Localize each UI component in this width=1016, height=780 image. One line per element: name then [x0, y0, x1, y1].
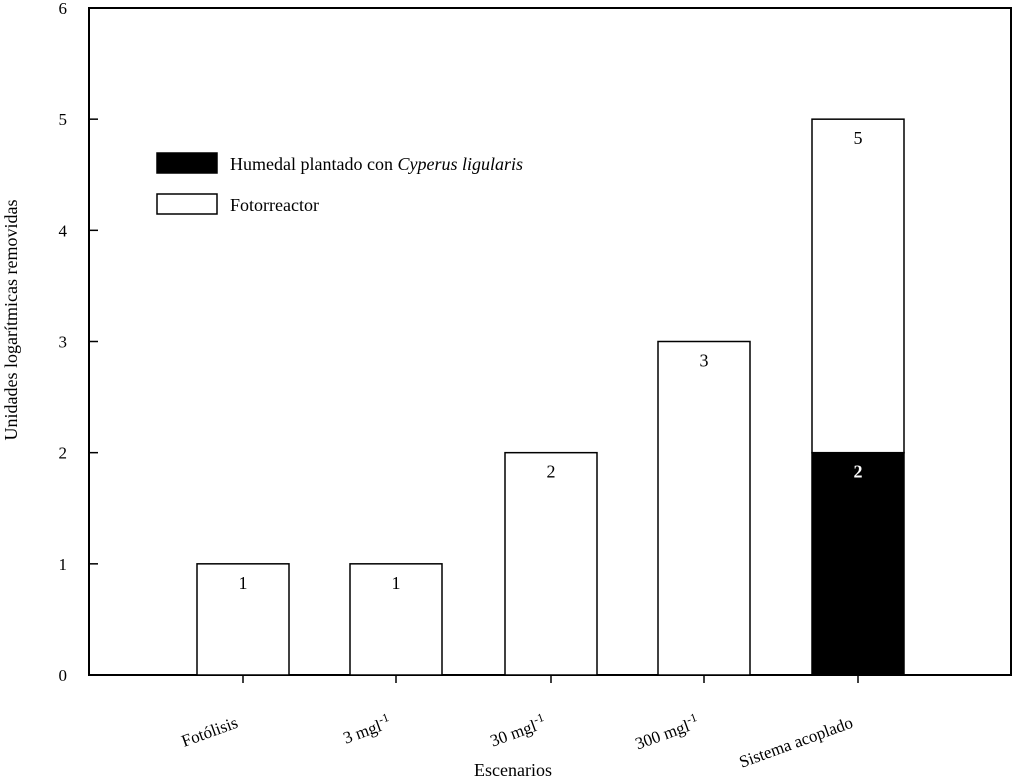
legend-swatch-fotorreactor [156, 193, 218, 215]
y-tick-label: 5 [59, 110, 68, 129]
y-tick-label: 4 [59, 221, 68, 240]
y-tick-label: 3 [59, 333, 68, 352]
legend: Humedal plantado con Cyperus ligularis F… [156, 152, 523, 215]
bar-segment-fotorreactor [811, 118, 905, 454]
y-tick-label: 2 [59, 444, 68, 463]
y-axis: 0 1 2 3 4 5 6 [59, 0, 98, 685]
bar-value-label: 1 [392, 573, 401, 593]
bar-value-label: 1 [239, 573, 248, 593]
x-axis: Fotólisis 3 mgl-1 30 mgl-1 300 mgl-1 Sistema… [179, 675, 859, 772]
x-tick-label: Sistema acoplado [737, 713, 856, 772]
bar-value-label: 2 [854, 462, 863, 482]
bar-labels-group: 1 1 2 3 5 2 [239, 128, 863, 593]
bar-value-label: 3 [700, 351, 709, 371]
bar-segment-fotorreactor [349, 563, 443, 676]
bar-segment-fotorreactor [504, 451, 598, 676]
x-tick-label: Fotólisis [179, 713, 241, 751]
x-axis-title: Escenarios [474, 760, 552, 780]
y-axis-title: Unidades logarítmicas removidas [1, 200, 21, 441]
y-tick-label: 0 [59, 666, 68, 685]
bars-group [196, 118, 905, 676]
y-tick-label: 6 [59, 0, 68, 18]
bar-segment-fotorreactor [657, 340, 751, 676]
bar-value-label: 5 [854, 128, 863, 148]
x-tick-label: 3 mgl-1 [340, 710, 394, 748]
x-tick-label: 30 mgl-1 [487, 710, 549, 750]
y-tick-label: 1 [59, 555, 68, 574]
bar-segment-humedal [811, 451, 905, 676]
legend-label-fotorreactor: Fotorreactor [230, 195, 319, 215]
bar-segment-fotorreactor [196, 563, 290, 676]
legend-swatch-humedal [156, 152, 218, 174]
x-tick-label: 300 mgl-1 [632, 710, 702, 753]
bar-value-label: 2 [547, 462, 556, 482]
legend-label-humedal: Humedal plantado con Cyperus ligularis [230, 154, 523, 174]
